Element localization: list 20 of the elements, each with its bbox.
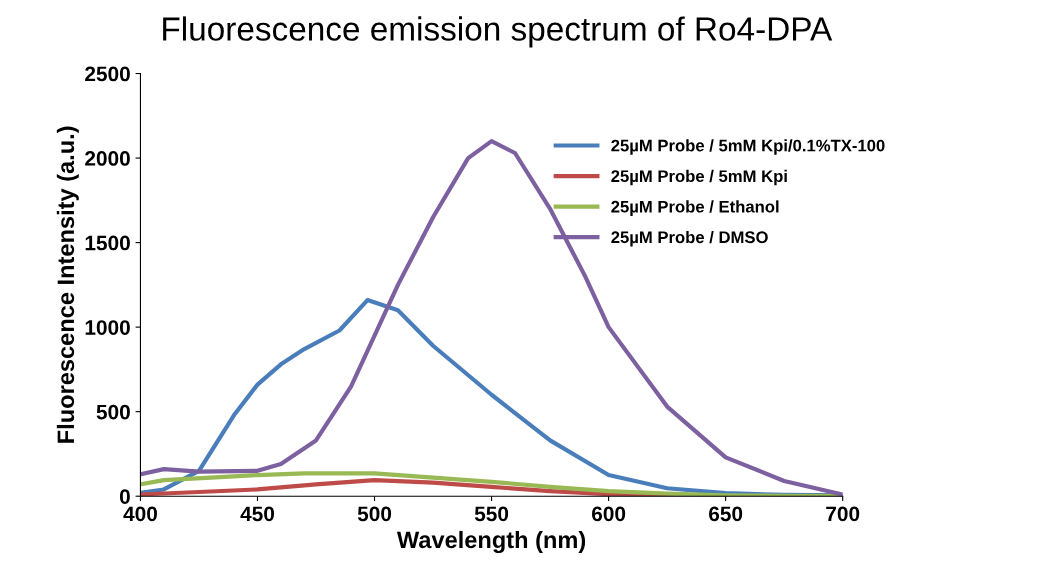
y-axis-title: Fluorescence Intensity (a.u.) bbox=[56, 126, 79, 443]
y-tick-label: 0 bbox=[119, 489, 130, 504]
legend-label: 25µM Probe / 5mM Kpi bbox=[611, 169, 787, 186]
x-tick-label: 400 bbox=[123, 506, 157, 522]
x-tick-label: 550 bbox=[474, 506, 509, 522]
x-tick-label: 700 bbox=[826, 506, 860, 522]
y-tick-label: 2500 bbox=[85, 66, 130, 82]
legend-label: 25µM Probe / Ethanol bbox=[611, 200, 779, 216]
y-tick-label: 1500 bbox=[85, 235, 130, 251]
y-tick-label: 500 bbox=[96, 404, 130, 420]
x-tick-label: 650 bbox=[709, 506, 743, 522]
x-tick-label: 500 bbox=[357, 506, 392, 522]
x-tick-label: 450 bbox=[240, 506, 275, 522]
x-axis-title: Wavelength (nm) bbox=[396, 530, 586, 554]
y-tick-label: 1000 bbox=[85, 320, 130, 335]
legend-label: 25µM Probe / 5mM Kpi/0.1%TX-100 bbox=[611, 139, 885, 155]
chart-title: Fluorescence emission spectrum of Ro4-DPA bbox=[163, 16, 833, 48]
y-tick-label: 2000 bbox=[85, 151, 130, 166]
legend-label: 25µM Probe / DMSO bbox=[611, 230, 768, 247]
x-tick-label: 600 bbox=[591, 506, 626, 522]
